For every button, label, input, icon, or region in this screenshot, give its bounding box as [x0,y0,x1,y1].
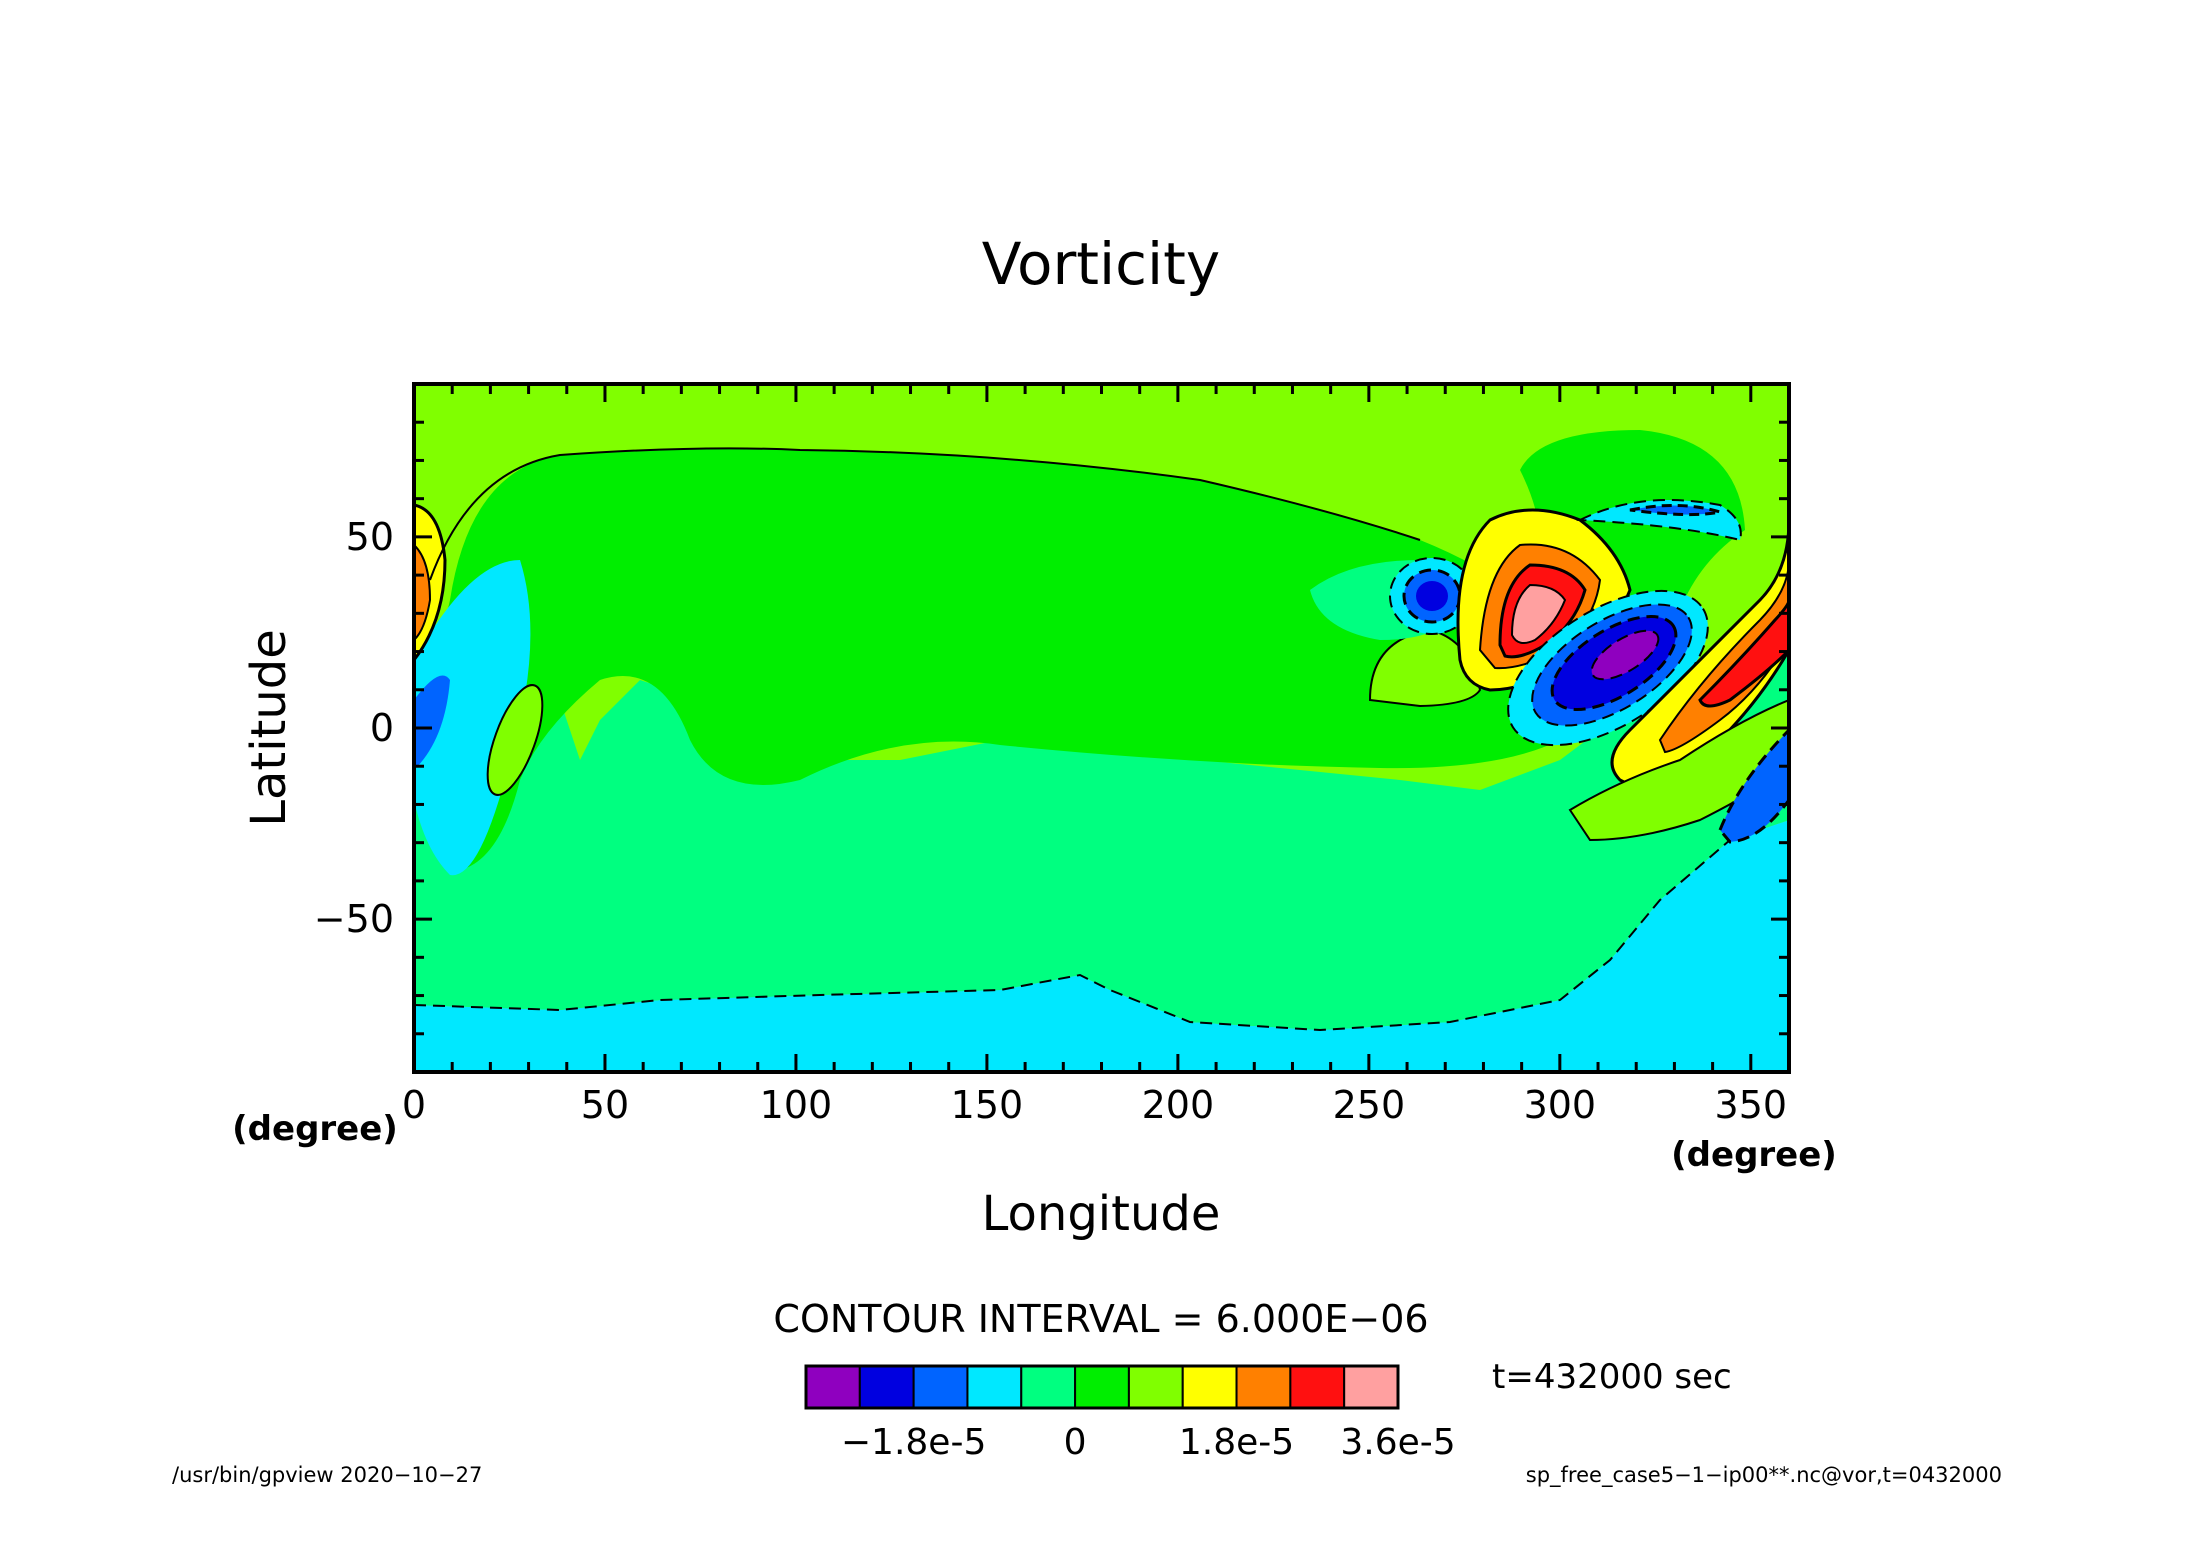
y-tick-label: −50 [314,897,394,941]
contour-dashed-south [414,839,1731,1032]
footer-right: sp_free_case5−1−ip00**.nc@vor,t=0432000 [1526,1463,2002,1488]
contour-zero-north [429,447,1421,581]
lower-right-lightgreen [1568,698,1789,842]
central-band-region [430,448,1587,870]
x-tick-label: 250 [1333,1083,1406,1127]
vortex-orange-345 [1658,559,1789,754]
colorbar [804,1364,1400,1410]
y-tick-label: 0 [370,706,394,750]
small-ellipse-lon25 [486,684,544,796]
colorbar-swatch [1074,1365,1130,1409]
x-axis-unit-right: (degree) [1671,1135,1837,1175]
south-polar-region [414,820,1789,1072]
vortex-core-293 [1510,583,1567,645]
colorbar-swatch [966,1365,1023,1409]
x-tick-label: 50 [581,1083,629,1127]
colorbar-tick-label: 3.6e-5 [1340,1422,1455,1463]
x-tick-label: 150 [951,1083,1024,1127]
footer-left: /usr/bin/gpview 2020−10−27 [172,1463,482,1487]
colorbar-swatch [858,1365,915,1409]
time-label: t=432000 sec [1492,1357,1732,1397]
x-axis-unit-left: (degree) [232,1109,398,1149]
left-cyan-lobe [414,560,531,876]
vortex-arc-inner-330 [1629,504,1721,517]
x-tick-label: 0 [402,1083,426,1127]
x-tick-label: 100 [760,1083,833,1127]
colorbar-swatch [912,1365,969,1409]
contour-interval-label: CONTOUR INTERVAL = 6.000E−06 [773,1297,1428,1341]
southern-band-region [414,640,1789,1030]
colorbar-tick-label: 0 [1064,1422,1087,1463]
colorbar-swatch [805,1365,861,1409]
colorbar-swatch [1127,1365,1184,1409]
colorbar-swatch [1020,1365,1077,1409]
colorbar-swatch [1289,1365,1346,1409]
x-tick-label: 200 [1142,1083,1215,1127]
colorbar-swatch [1343,1365,1399,1409]
colorbar-tick-label: 1.8e-5 [1179,1422,1294,1463]
colorbar-tick-label: −1.8e-5 [841,1422,986,1463]
vortex-core-320 [1590,629,1660,681]
left-blue-lobe [414,675,450,770]
colorbar-swatch [1235,1365,1292,1409]
x-tick-label: 350 [1715,1083,1788,1127]
colorbar-tick-labels: −1.8e-5 0 1.8e-5 3.6e-5 [841,1422,1456,1463]
x-axis-title: Longitude [982,1186,1221,1242]
y-tick-label: 50 [346,515,394,559]
chart-title: Vorticity [982,230,1220,298]
y-axis: −50 0 50 [314,420,1789,1036]
colorbar-frame [804,1364,1400,1410]
vorticity-field [414,384,1789,1072]
colorbar-swatch [1181,1365,1238,1409]
left-orange-lobe [414,543,432,642]
y-axis-title: Latitude [241,629,297,827]
vortex-core-265 [1416,581,1448,611]
x-tick-label: 300 [1524,1083,1597,1127]
x-axis: 0 50 100 150 200 250 300 350 [402,384,1791,1127]
